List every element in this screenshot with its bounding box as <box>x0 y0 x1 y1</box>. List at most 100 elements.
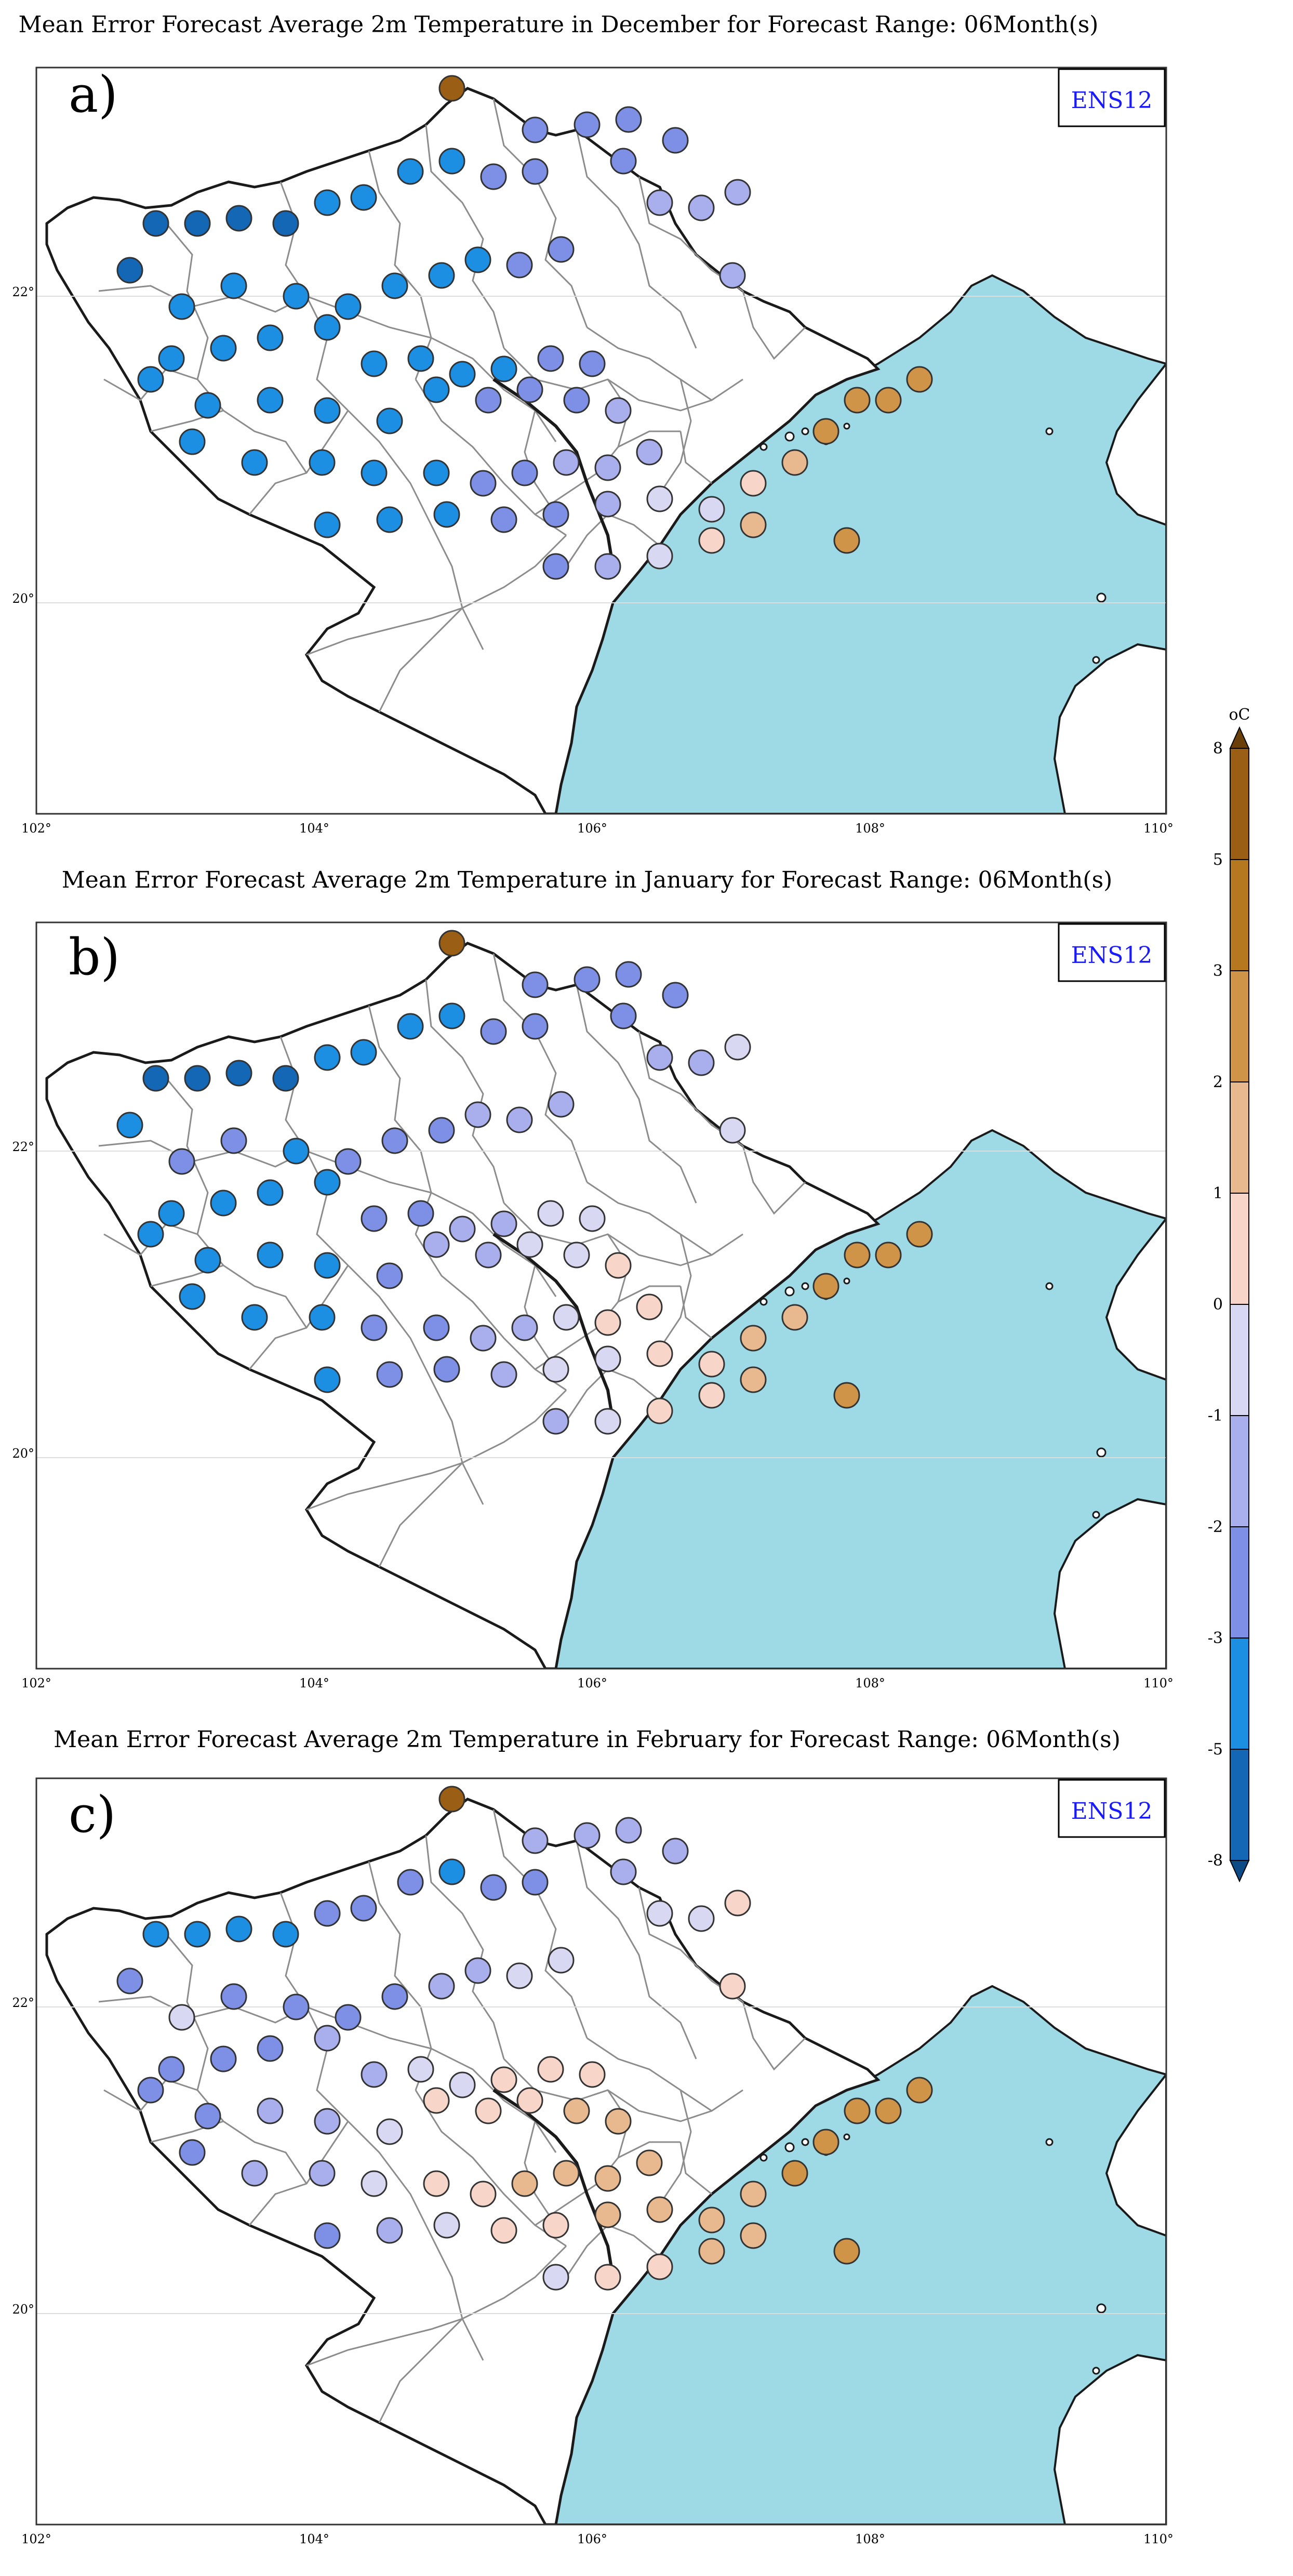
station-marker <box>646 485 673 512</box>
station-marker <box>470 1325 497 1352</box>
map-frame <box>35 67 1167 815</box>
station-marker <box>636 2149 663 2176</box>
station-marker <box>475 387 502 414</box>
station-marker <box>490 1210 517 1237</box>
station-marker <box>428 1117 455 1144</box>
station-marker <box>511 459 538 486</box>
lon-tick-label: 104° <box>299 821 329 836</box>
station-marker <box>272 1065 299 1092</box>
station-marker <box>257 2035 284 2062</box>
station-marker <box>548 1947 575 1974</box>
lat-tick-label: 22° <box>12 1996 34 2010</box>
station-marker <box>225 1060 252 1087</box>
station-marker <box>257 1179 284 1206</box>
station-marker <box>563 387 590 414</box>
station-marker <box>116 1112 143 1139</box>
lon-tick-label: 102° <box>21 821 51 836</box>
station-marker <box>563 2097 590 2124</box>
station-marker <box>314 1252 341 1279</box>
colorbar: oC 8 5 3 2 1 0 -1 -2 -3 -5 -8 <box>1208 706 1250 1883</box>
map-base <box>36 943 1166 1669</box>
station-marker <box>423 2087 450 2114</box>
station-marker <box>158 2056 185 2083</box>
colorbar-tick-label: 3 <box>1213 962 1223 980</box>
station-marker <box>594 454 621 481</box>
station-marker <box>361 2061 388 2088</box>
station-marker <box>314 511 341 538</box>
station-marker <box>210 335 237 362</box>
lon-tick-labels: 102° 104° 106° 108° 110° <box>21 821 1174 836</box>
station-marker <box>116 257 143 284</box>
station-marker <box>688 1049 715 1076</box>
station-marker <box>490 355 517 382</box>
panel-c: Mean Error Forecast Average 2m Temperatu… <box>12 1726 1173 2546</box>
legend-box-text: ENS12 <box>1071 87 1153 114</box>
lat-tick-label: 20° <box>12 1446 34 1461</box>
station-marker <box>537 345 564 372</box>
lon-tick-label: 106° <box>577 2532 607 2546</box>
station-marker <box>407 1200 434 1227</box>
station-marker <box>376 407 403 434</box>
station-marker <box>490 2217 517 2244</box>
panel-label: a) <box>69 65 118 124</box>
station-marker <box>490 2066 517 2093</box>
station-marker <box>740 2222 767 2249</box>
colorbar-segment <box>1230 1193 1249 1305</box>
station-marker <box>335 2004 362 2031</box>
station-marker <box>646 1397 673 1424</box>
station-markers <box>116 1786 933 2291</box>
station-marker <box>646 189 673 216</box>
station-marker <box>314 2025 341 2052</box>
station-marker <box>361 459 388 486</box>
lon-tick-label: 108° <box>855 2532 885 2546</box>
colorbar-segment <box>1230 1637 1249 1750</box>
lat-tick-labels: 22° 20° <box>12 285 34 606</box>
colorbar-segment <box>1230 1304 1249 1416</box>
station-marker <box>381 272 408 299</box>
station-marker <box>272 1921 299 1948</box>
station-marker <box>480 1874 507 1901</box>
station-marker <box>724 1034 751 1061</box>
colorbar-tick-label: 8 <box>1213 739 1223 758</box>
legend-box <box>1058 1779 1166 1838</box>
legend-box-text: ENS12 <box>1071 942 1153 969</box>
station-marker <box>579 350 606 377</box>
station-marker <box>844 387 871 414</box>
station-marker <box>470 470 497 497</box>
station-marker <box>542 2264 569 2291</box>
station-marker <box>168 1148 195 1175</box>
map-area <box>36 1799 1166 2525</box>
station-marker <box>636 439 663 466</box>
station-marker <box>194 392 221 419</box>
colorbar-unit: oC <box>1229 706 1250 724</box>
station-marker <box>542 553 569 580</box>
station-marker <box>376 1361 403 1388</box>
lon-tick-label: 106° <box>577 1676 607 1690</box>
colorbar-tick-label: -5 <box>1208 1740 1223 1759</box>
station-marker <box>594 2165 621 2192</box>
station-marker <box>194 2103 221 2130</box>
lon-tick-label: 102° <box>21 2532 51 2546</box>
station-marker <box>610 148 637 175</box>
station-marker <box>553 2160 580 2187</box>
station-marker <box>594 553 621 580</box>
station-marker <box>605 2108 632 2135</box>
lat-tick-labels: 22° 20° <box>12 1996 34 2317</box>
station-marker <box>397 1869 424 1896</box>
station-marker <box>376 506 403 533</box>
station-marker <box>433 1356 460 1383</box>
station-marker <box>812 2129 839 2156</box>
station-marker <box>428 262 455 289</box>
lat-tick-label: 22° <box>12 1140 34 1154</box>
lon-tick-labels: 102° 104° 106° 108° 110° <box>21 1676 1174 1690</box>
station-marker <box>407 2056 434 2083</box>
colorbar-segment <box>1230 1526 1249 1639</box>
station-marker <box>184 1065 211 1092</box>
station-marker <box>376 1262 403 1289</box>
station-marker <box>283 283 310 310</box>
station-marker <box>636 1293 663 1320</box>
station-marker <box>506 252 533 279</box>
station-marker <box>516 2087 543 2114</box>
station-marker <box>438 75 465 102</box>
